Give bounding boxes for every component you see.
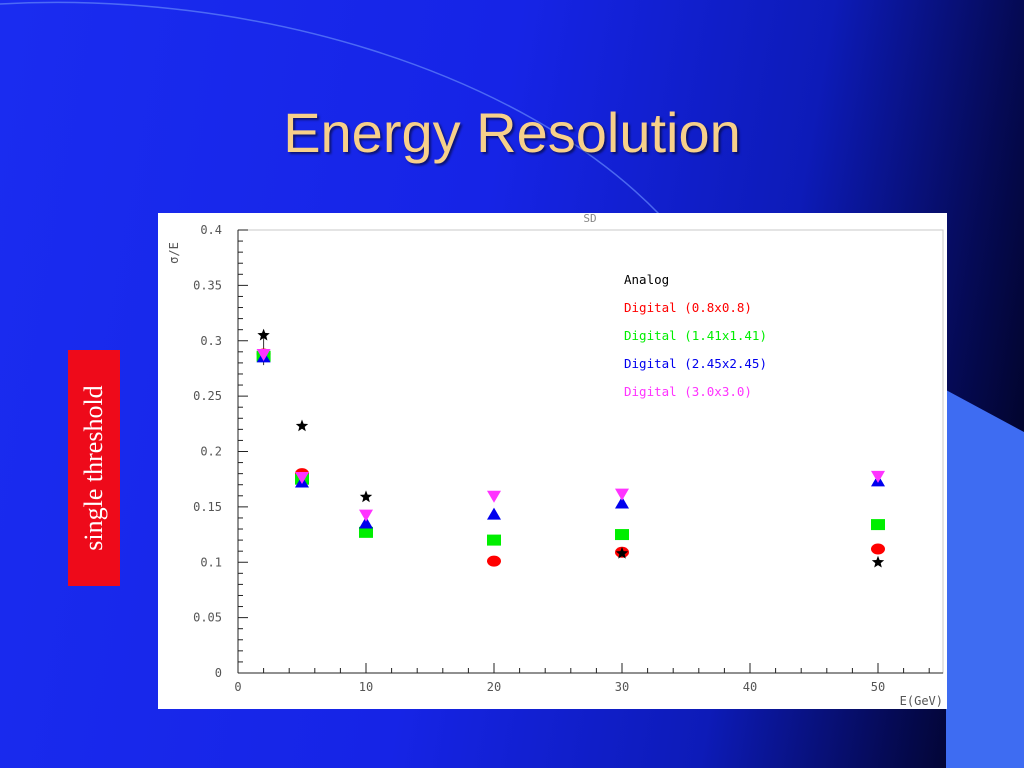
data-point-square	[871, 519, 885, 531]
y-tick-label: 0.05	[193, 611, 222, 625]
slide-title: Energy Resolution	[283, 101, 741, 164]
x-tick-label: 50	[871, 680, 885, 694]
deco-corner-shape	[946, 390, 1024, 768]
data-point-triangle-up	[487, 507, 501, 520]
x-tick-label: 40	[743, 680, 757, 694]
data-point-triangle-up	[615, 496, 629, 509]
data-point-triangle-down	[359, 509, 373, 522]
x-axis-label: E(GeV)	[900, 694, 943, 708]
chart-svg: 0 10 20 30 40 50 0 0.05 0.1 0.15 0.2 0.25 0.3 0.35 0.4…	[167, 213, 944, 708]
y-axis-label: σ/E	[167, 242, 181, 264]
y-tick-label: 0.2	[200, 445, 222, 459]
y-tick-label: 0.4	[200, 223, 222, 237]
legend-entry: Digital (2.45x2.45)	[624, 356, 767, 371]
data-point-star	[871, 555, 885, 568]
data-point-triangle-down	[256, 349, 271, 362]
legend-entry: Analog	[624, 272, 669, 287]
legend-entry: Digital (3.0x3.0)	[624, 384, 752, 399]
data-point-star	[257, 328, 270, 341]
data-point-triangle-down	[487, 490, 501, 503]
data-point-star	[295, 419, 309, 432]
data-point-triangle-down	[615, 488, 629, 501]
y-tick-label: 0.1	[200, 555, 222, 569]
data-point-square	[359, 526, 373, 538]
y-tick-label: 0.25	[193, 389, 222, 403]
deco-curve	[0, 1, 661, 216]
data-point-square	[615, 529, 629, 541]
data-point-circle	[871, 543, 885, 555]
y-tick-label: 0.3	[200, 334, 222, 348]
x-tick-label: 10	[359, 680, 373, 694]
plot-frame	[237, 229, 944, 674]
x-tick-label: 20	[487, 680, 501, 694]
data-point-star	[359, 490, 373, 503]
y-tick-label: 0	[215, 666, 222, 680]
y-tick-label: 0.15	[193, 500, 222, 514]
x-tick-label: 0	[234, 680, 241, 694]
data-point-square	[487, 534, 501, 546]
data-point-triangle-down	[871, 470, 885, 483]
data-point-triangle-down	[295, 471, 309, 484]
side-label-box: single threshold	[68, 350, 120, 586]
chart-panel: 0 10 20 30 40 50 0 0.05 0.1 0.15 0.2 0.25 0.3 0.35 0.4…	[158, 213, 947, 709]
chart-title: SD	[583, 213, 596, 225]
data-point-circle	[487, 555, 501, 567]
data-point-star	[615, 546, 629, 559]
x-tick-label: 30	[615, 680, 629, 694]
legend-entry: Digital (1.41x1.41)	[624, 328, 767, 343]
legend-entry: Digital (0.8x0.8)	[624, 300, 752, 315]
y-tick-label: 0.35	[193, 278, 222, 292]
side-label-text: single threshold	[79, 385, 108, 551]
data-point-triangle-up	[359, 516, 373, 529]
